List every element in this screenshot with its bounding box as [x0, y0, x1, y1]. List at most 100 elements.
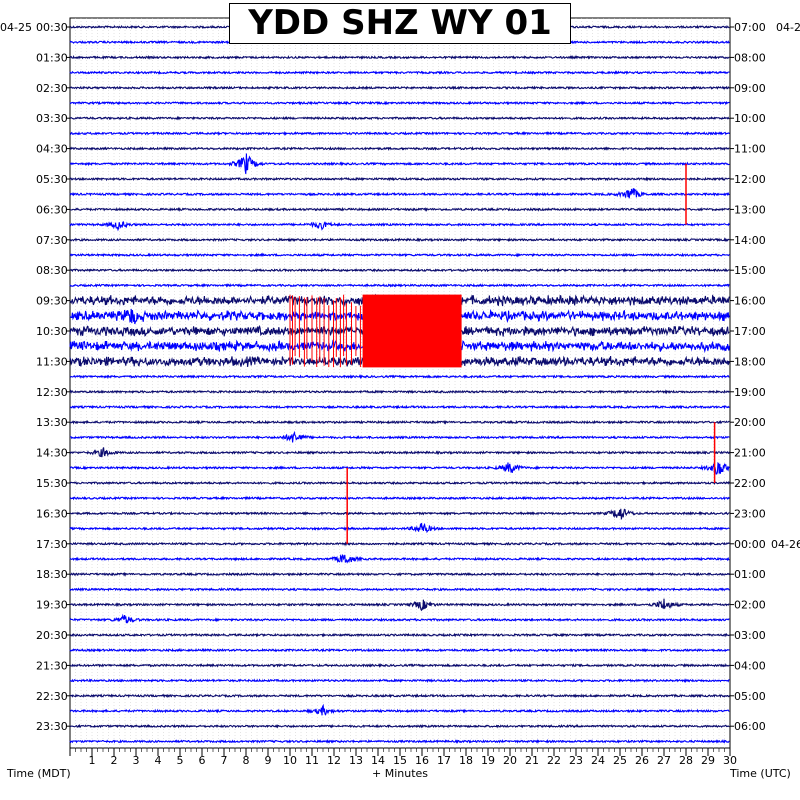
- right-time-label: 14:00: [734, 234, 766, 247]
- trace-line: [69, 70, 730, 75]
- left-time-label: 13:30: [36, 416, 68, 429]
- left-time-label: 11:30: [36, 355, 68, 368]
- right-time-label: 02:00: [734, 599, 766, 612]
- right-time-label: 00:00: [734, 538, 766, 551]
- trace-line: [69, 495, 730, 501]
- right-time-label: 22:00: [734, 477, 766, 490]
- left-time-label: 03:30: [36, 112, 68, 125]
- trace-line: [69, 85, 730, 91]
- left-time-label: 10:30: [36, 325, 68, 338]
- left-time-label: 04:30: [36, 143, 68, 156]
- trace-line: [69, 598, 730, 612]
- clipped-signal: [289, 163, 716, 544]
- right-time-label: 01:00: [734, 568, 766, 581]
- trace-line: [69, 389, 730, 395]
- x-tick-label: 27: [657, 754, 671, 767]
- x-axis-label-left: Time (MDT): [7, 767, 71, 780]
- right-time-label: 15:00: [734, 264, 766, 277]
- trace-line: [69, 100, 730, 106]
- right-time-label: 04:00: [734, 659, 766, 672]
- trace-line: [69, 693, 730, 699]
- left-time-label: 08:30: [36, 264, 68, 277]
- trace-line: [69, 461, 730, 475]
- x-tick-label: 26: [635, 754, 649, 767]
- trace-line: [69, 252, 730, 258]
- x-tick-label: 6: [199, 754, 206, 767]
- right-time-label: 17:00: [734, 325, 766, 338]
- x-tick-label: 7: [221, 754, 228, 767]
- right-start-date-label: 04-25: [776, 21, 800, 34]
- x-tick-label: 4: [155, 754, 162, 767]
- left-time-label: 19:30: [36, 599, 68, 612]
- left-time-label: 02:30: [36, 82, 68, 95]
- x-tick-label: 11: [305, 754, 319, 767]
- right-time-label: 07:00: [734, 21, 766, 34]
- trace-line: [69, 267, 730, 273]
- x-tick-label: 13: [349, 754, 363, 767]
- right-time-label: 19:00: [734, 386, 766, 399]
- right-time-label: 18:00: [734, 355, 766, 368]
- right-time-label: 08:00: [734, 51, 766, 64]
- x-tick-label: 2: [111, 754, 118, 767]
- right-time-label: 13:00: [734, 203, 766, 216]
- trace-line: [69, 632, 730, 638]
- x-tick-label: 14: [371, 754, 385, 767]
- right-time-label: 03:00: [734, 629, 766, 642]
- left-time-label: 09:30: [36, 295, 68, 308]
- left-time-label: 23:30: [36, 720, 68, 733]
- x-tick-label: 23: [569, 754, 583, 767]
- trace-line: [69, 55, 730, 60]
- x-axis-ticks: 1 2 3 4 5 6 7 8 9 10 11 12 13 14 15 16 17 18 19 20 21 22 23 24 2…: [69, 748, 737, 767]
- x-tick-label: 16: [415, 754, 429, 767]
- trace-line: [69, 237, 730, 243]
- x-tick-label: 17: [437, 754, 451, 767]
- trace-line: [69, 206, 730, 212]
- trace-line: [69, 723, 730, 729]
- left-time-label: 15:30: [36, 477, 68, 490]
- trace-line: [69, 662, 730, 669]
- left-time-label: 16:30: [36, 507, 68, 520]
- x-tick-label: 1: [89, 754, 96, 767]
- left-time-label: 17:30: [36, 538, 68, 551]
- trace-line: [69, 419, 730, 425]
- right-date-label: 04-26: [771, 538, 800, 551]
- trace-line: [69, 282, 730, 288]
- x-tick-label: 20: [503, 754, 517, 767]
- right-time-label: 05:00: [734, 690, 766, 703]
- x-tick-label: 15: [393, 754, 407, 767]
- trace-line: [69, 480, 730, 486]
- trace-line: [69, 554, 730, 564]
- trace-line: [69, 130, 730, 136]
- right-time-label: 06:00: [734, 720, 766, 733]
- trace-line: [69, 447, 730, 458]
- trace-line: [69, 571, 730, 577]
- trace-line: [69, 522, 730, 534]
- x-tick-label: 24: [591, 754, 605, 767]
- chart-title: YDD SHZ WY 01: [229, 3, 571, 44]
- right-time-label: 11:00: [734, 143, 766, 156]
- trace-line: [69, 703, 730, 716]
- x-tick-label: 10: [283, 754, 297, 767]
- x-tick-label: 5: [177, 754, 184, 767]
- x-tick-label: 8: [243, 754, 250, 767]
- seismic-traces: [69, 24, 730, 744]
- x-tick-label: 18: [459, 754, 473, 767]
- left-time-label: 21:30: [36, 659, 68, 672]
- time-labels: 00:30 01:30 02:30 03:30 04:30 05:30 06:30 07:30…: [36, 21, 800, 733]
- x-tick-label: 25: [613, 754, 627, 767]
- trace-line: [69, 647, 730, 653]
- right-time-label: 16:00: [734, 295, 766, 308]
- left-time-label: 12:30: [36, 386, 68, 399]
- x-tick-label: 21: [525, 754, 539, 767]
- plot-area: [69, 17, 731, 749]
- x-tick-label: 3: [133, 754, 140, 767]
- trace-line: [69, 430, 730, 443]
- left-date-label: 04-25: [0, 21, 32, 34]
- right-time-label: 20:00: [734, 416, 766, 429]
- left-time-label: 00:30: [36, 21, 68, 34]
- left-time-label: 22:30: [36, 690, 68, 703]
- trace-line: [69, 221, 730, 232]
- trace-line: [69, 541, 730, 547]
- trace-line: [69, 188, 730, 199]
